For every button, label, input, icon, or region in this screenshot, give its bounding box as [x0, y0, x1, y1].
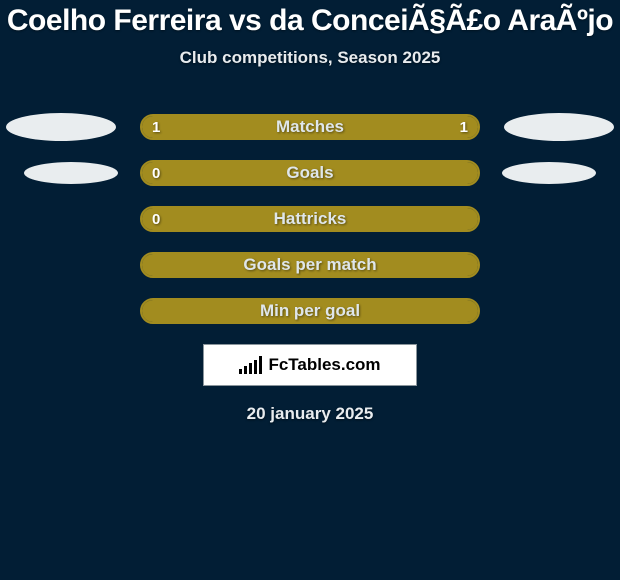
- page-title: Coelho Ferreira vs da ConceiÃ§Ã£o AraÃºj…: [0, 0, 620, 38]
- stat-value-left: 0: [152, 211, 160, 228]
- stat-bar: Min per goal: [140, 298, 480, 324]
- stat-row: 0 Hattricks: [0, 196, 620, 242]
- stat-bar: 1 1 Matches: [140, 114, 480, 140]
- logo-text: FcTables.com: [268, 355, 380, 375]
- stat-label: Goals: [286, 163, 333, 183]
- stat-row: Min per goal: [0, 288, 620, 334]
- stat-label: Goals per match: [243, 255, 376, 275]
- stat-row: 0 Goals: [0, 150, 620, 196]
- comparison-card: Coelho Ferreira vs da ConceiÃ§Ã£o AraÃºj…: [0, 0, 620, 580]
- player-right-marker: [504, 113, 614, 141]
- player-left-marker: [24, 162, 118, 184]
- stat-label: Hattricks: [274, 209, 347, 229]
- player-right-marker: [502, 162, 596, 184]
- stat-value-left: 1: [152, 119, 160, 136]
- stat-rows: 1 1 Matches 0 Goals 0 Hattricks Goals per match…: [0, 104, 620, 334]
- logo-box: FcTables.com: [203, 344, 417, 386]
- date-label: 20 january 2025: [0, 404, 620, 424]
- player-left-marker: [6, 113, 116, 141]
- subtitle: Club competitions, Season 2025: [0, 48, 620, 68]
- stat-value-right: 1: [460, 119, 468, 136]
- stat-row: 1 1 Matches: [0, 104, 620, 150]
- stat-value-left: 0: [152, 165, 160, 182]
- stat-bar: 0 Hattricks: [140, 206, 480, 232]
- stat-label: Matches: [276, 117, 344, 137]
- stat-bar: Goals per match: [140, 252, 480, 278]
- stat-row: Goals per match: [0, 242, 620, 288]
- logo-bars-icon: [239, 356, 262, 374]
- stat-label: Min per goal: [260, 301, 360, 321]
- stat-bar: 0 Goals: [140, 160, 480, 186]
